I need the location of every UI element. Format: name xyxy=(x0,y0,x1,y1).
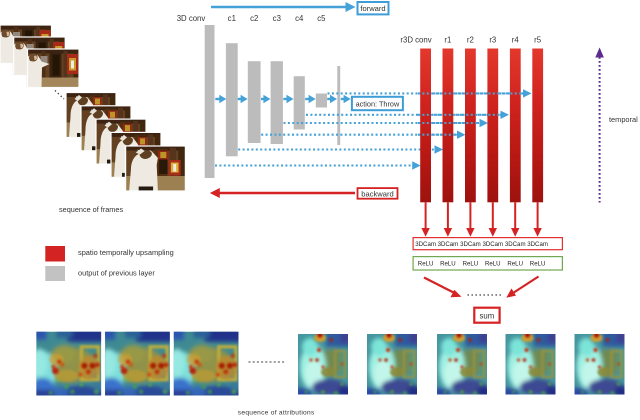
svg-text:sequence of attributions: sequence of attributions xyxy=(238,410,315,417)
svg-text:ReLU: ReLU xyxy=(463,261,479,268)
svg-text:r2: r2 xyxy=(467,36,474,45)
svg-text:backward: backward xyxy=(361,189,394,198)
svg-text:3DCam: 3DCam xyxy=(505,241,526,248)
svg-text:ReLU: ReLU xyxy=(507,261,523,268)
svg-text:3DCam: 3DCam xyxy=(460,241,481,248)
svg-text:r1: r1 xyxy=(444,36,451,45)
svg-text:sequence of frames: sequence of frames xyxy=(59,205,123,214)
svg-text:spatio temporally upsampling: spatio temporally upsampling xyxy=(78,248,174,257)
svg-text:sum: sum xyxy=(480,312,495,321)
svg-text:3DCam: 3DCam xyxy=(415,241,436,248)
svg-text:c2: c2 xyxy=(250,14,258,23)
svg-text:ReLU: ReLU xyxy=(440,261,456,268)
svg-text:ReLU: ReLU xyxy=(530,261,546,268)
svg-text:output of previous layer: output of previous layer xyxy=(78,268,155,277)
svg-text:c5: c5 xyxy=(317,14,326,23)
svg-text:c1: c1 xyxy=(228,14,236,23)
svg-text:ReLU: ReLU xyxy=(418,261,434,268)
svg-text:r3: r3 xyxy=(489,36,496,45)
svg-text:ReLU: ReLU xyxy=(485,261,501,268)
svg-text:c3: c3 xyxy=(273,14,281,23)
svg-text:temporal: temporal xyxy=(609,115,638,124)
svg-text:forward: forward xyxy=(360,4,385,13)
svg-text:c4: c4 xyxy=(295,14,304,23)
svg-text:3D conv: 3D conv xyxy=(177,14,206,23)
svg-text:3DCam: 3DCam xyxy=(438,241,459,248)
svg-text:r4: r4 xyxy=(512,36,520,45)
svg-text:r5: r5 xyxy=(534,36,542,45)
svg-text:action: Throw: action: Throw xyxy=(356,99,400,108)
svg-text:3DCam: 3DCam xyxy=(527,241,548,248)
svg-text:r3D conv: r3D conv xyxy=(400,36,431,45)
svg-text:3DCam: 3DCam xyxy=(482,241,503,248)
